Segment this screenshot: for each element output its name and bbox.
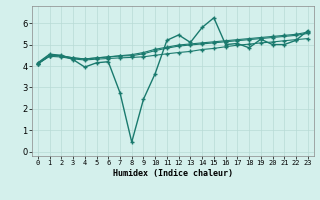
- X-axis label: Humidex (Indice chaleur): Humidex (Indice chaleur): [113, 169, 233, 178]
